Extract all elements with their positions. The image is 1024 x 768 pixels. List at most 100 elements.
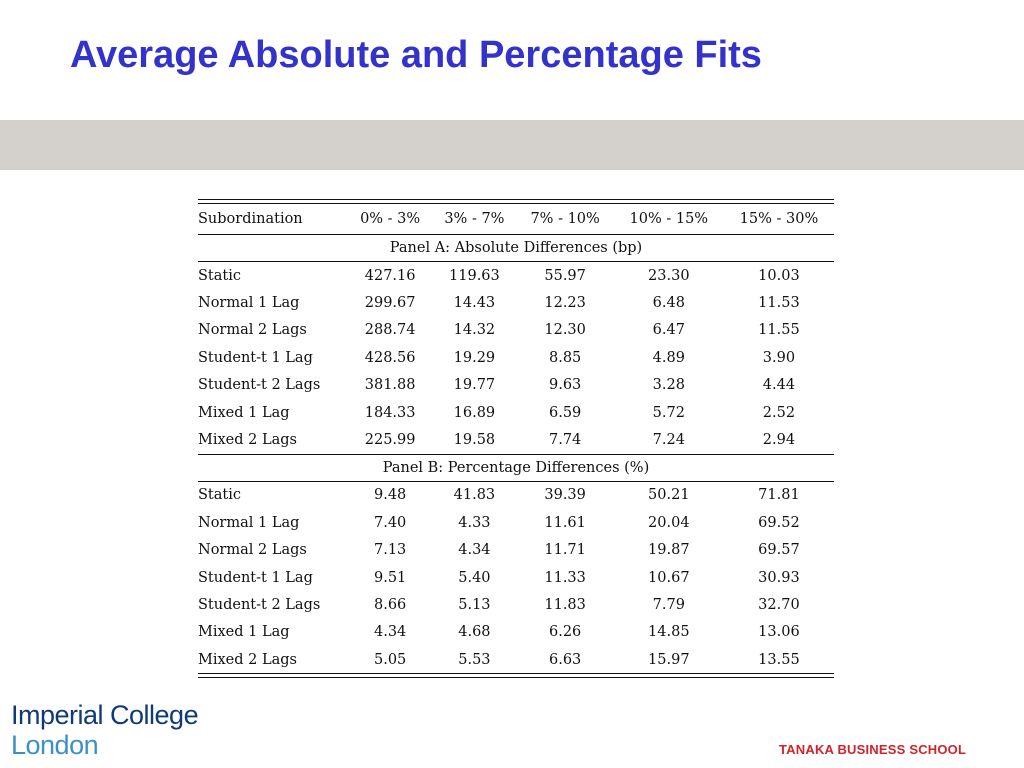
table-cell: 7.24 [652, 432, 685, 449]
table-cell: 6.48 [652, 295, 685, 312]
table-row: Mixed 1 Lag 4.34 4.68 6.26 14.85 13.06 [198, 619, 834, 646]
table-cell: 20.04 [648, 514, 690, 531]
row-label: Static [198, 487, 241, 504]
business-school-name: TANAKA BUSINESS SCHOOL [779, 742, 967, 757]
table-cell: 5.53 [458, 651, 491, 668]
table-cell: 7.40 [373, 514, 407, 531]
slide-title: Average Absolute and Percentage Fits [70, 34, 762, 76]
panel-title: Panel A: Absolute Differences (bp) [198, 234, 834, 262]
row-label: Normal 1 Lag [198, 295, 300, 312]
table-cell: 39.39 [544, 487, 586, 504]
table-row: Normal 2 Lags 288.74 14.32 12.30 6.47 11.55 [198, 317, 834, 344]
table-row: Mixed 2 Lags 5.05 5.53 6.63 15.97 13.55 [198, 646, 834, 674]
table-cell: 41.83 [453, 487, 496, 504]
table-row: Student-t 2 Lags 381.88 19.77 9.63 3.28 4.44 [198, 372, 834, 399]
table-cell: 13.55 [758, 651, 800, 668]
table-cell: 225.99 [364, 432, 416, 449]
table-cell: 11.53 [758, 295, 800, 312]
table-cell: 5.05 [373, 651, 407, 668]
table-cell: 11.55 [758, 322, 800, 339]
row-label: Normal 1 Lag [198, 514, 300, 531]
row-label: Student-t 1 Lag [198, 349, 313, 366]
table-body: Panel A: Absolute Differences (bp) Static… [198, 234, 834, 674]
row-label: Static [198, 267, 241, 284]
table-cell: 9.51 [373, 569, 407, 586]
table-cell: 8.66 [373, 596, 407, 613]
table-row: Normal 1 Lag 7.40 4.33 11.61 20.04 69.52 [198, 509, 834, 536]
table-cell: 7.74 [548, 432, 582, 449]
table-cell: 6.63 [548, 651, 582, 668]
table-cell: 7.79 [652, 596, 685, 613]
table-cell: 4.33 [458, 514, 491, 531]
table-cell: 7.13 [373, 542, 407, 559]
table-cell: 299.67 [364, 295, 416, 312]
table-cell: 427.16 [364, 267, 416, 284]
table-cell: 6.47 [652, 322, 685, 339]
table-row: Static 427.16 119.63 55.97 23.30 10.03 [198, 262, 834, 290]
table-row: Normal 2 Lags 7.13 4.34 11.71 19.87 69.57 [198, 537, 834, 564]
table-cell: 13.06 [758, 624, 800, 641]
table-cell: 14.32 [453, 322, 496, 339]
row-label: Student-t 2 Lags [198, 596, 321, 613]
table-cell: 23.30 [648, 267, 690, 284]
table-cell: 19.87 [648, 542, 690, 559]
table-cell: 55.97 [544, 267, 586, 284]
table-header-row: Subordination 0% - 3% 3% - 7% 7% - 10% 1… [198, 203, 834, 235]
table-row: Student-t 1 Lag 428.56 19.29 8.85 4.89 3.90 [198, 344, 834, 371]
column-header: 10% - 15% [613, 203, 724, 235]
table-cell: 14.43 [453, 295, 496, 312]
row-label: Normal 2 Lags [198, 542, 307, 559]
table-cell: 69.52 [758, 514, 800, 531]
table-cell: 19.77 [453, 377, 496, 394]
table-row: Normal 1 Lag 299.67 14.43 12.23 6.48 11.53 [198, 289, 834, 316]
table-cell: 16.89 [453, 404, 496, 421]
table-cell: 288.74 [364, 322, 416, 339]
table-cell: 11.83 [544, 596, 586, 613]
table-cell: 9.63 [548, 377, 582, 394]
table-cell: 9.48 [373, 487, 407, 504]
logo-line-2: London [11, 730, 99, 760]
row-label: Normal 2 Lags [198, 322, 307, 339]
table-cell: 10.67 [648, 569, 690, 586]
column-header: 15% - 30% [723, 203, 834, 235]
table-cell: 6.59 [548, 404, 582, 421]
table-cell: 2.94 [762, 432, 796, 449]
title-divider-band [0, 120, 1024, 170]
table-cell: 5.40 [458, 569, 491, 586]
table-cell: 10.03 [758, 267, 800, 284]
panel-header-row: Panel A: Absolute Differences (bp) [198, 234, 834, 262]
table-cell: 4.44 [762, 377, 796, 394]
table-cell: 184.33 [364, 404, 416, 421]
table-cell: 69.57 [758, 542, 800, 559]
table-cell: 19.58 [453, 432, 496, 449]
column-header: 3% - 7% [432, 203, 517, 235]
table-cell: 4.34 [458, 542, 491, 559]
table-cell: 30.93 [758, 569, 800, 586]
table-cell: 5.13 [458, 596, 491, 613]
table-cell: 12.30 [544, 322, 586, 339]
row-label: Mixed 2 Lags [198, 651, 297, 668]
row-label: Mixed 2 Lags [198, 432, 297, 449]
table-cell: 11.71 [544, 542, 586, 559]
panel-header-row: Panel B: Percentage Differences (%) [198, 453, 834, 482]
table-row: Student-t 1 Lag 9.51 5.40 11.33 10.67 30.93 [198, 564, 834, 591]
results-table-frame: Subordination 0% - 3% 3% - 7% 7% - 10% 1… [198, 199, 834, 679]
panel-title: Panel B: Percentage Differences (%) [198, 453, 834, 482]
table-cell: 15.97 [648, 651, 690, 668]
table-row: Mixed 2 Lags 225.99 19.58 7.74 7.24 2.94 [198, 426, 834, 454]
table-cell: 32.70 [758, 596, 800, 613]
table-cell: 428.56 [364, 349, 416, 366]
table-cell: 11.61 [544, 514, 586, 531]
table-cell: 14.85 [648, 624, 690, 641]
table-cell: 119.63 [449, 267, 500, 284]
row-label: Student-t 2 Lags [198, 377, 321, 394]
table-cell: 8.85 [548, 349, 582, 366]
table-cell: 3.28 [652, 377, 685, 394]
table-cell: 3.90 [762, 349, 796, 366]
row-label: Mixed 1 Lag [198, 624, 290, 641]
column-header: 7% - 10% [516, 203, 614, 235]
table-row: Static 9.48 41.83 39.39 50.21 71.81 [198, 481, 834, 509]
table-cell: 12.23 [544, 295, 586, 312]
table-cell: 71.81 [758, 487, 800, 504]
row-label: Student-t 1 Lag [198, 569, 313, 586]
